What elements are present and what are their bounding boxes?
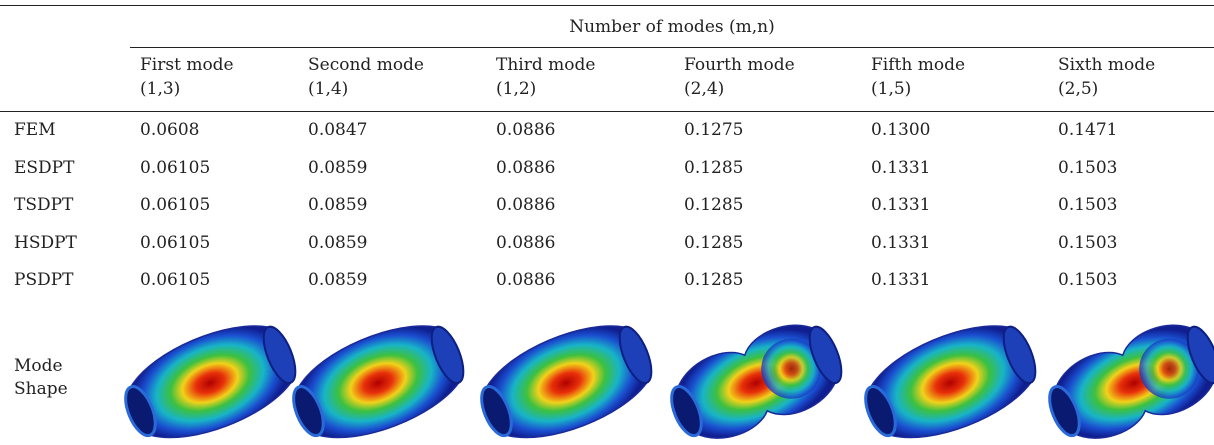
cell: 0.0859 <box>308 270 368 290</box>
row-label: Mode Shape <box>14 356 68 399</box>
cell: 0.06105 <box>140 195 211 215</box>
cell: 0.0886 <box>496 270 556 290</box>
table-title: Number of modes (m,n) <box>569 17 775 37</box>
shell-opening <box>480 385 513 438</box>
mode-shape <box>864 325 1037 439</box>
column-header: Fifth mode <box>871 55 966 75</box>
cell: 0.1503 <box>1058 157 1118 178</box>
cell: 0.0859 <box>308 195 368 215</box>
column-header: Sixth mode <box>1058 55 1156 75</box>
top-rule <box>0 5 1214 6</box>
shell-end <box>808 325 843 385</box>
cell: 0.1300 <box>871 120 931 140</box>
header-rule <box>130 47 1214 48</box>
column-mode: (2,4) <box>684 79 725 99</box>
mode-shape <box>124 325 297 439</box>
column-header: Fourth mode <box>684 55 795 75</box>
shell-opening <box>864 385 897 438</box>
cell: 0.1471 <box>1058 120 1118 140</box>
shell-end <box>262 325 297 385</box>
row-label: ESDPT <box>14 157 75 178</box>
column-rule <box>0 111 1214 112</box>
cell: 0.0608 <box>140 120 200 140</box>
cell: 0.1503 <box>1058 232 1118 253</box>
cell: 0.1285 <box>684 157 744 178</box>
cell: 0.0886 <box>496 232 556 253</box>
mode-shape <box>292 325 465 439</box>
shell-end <box>618 325 653 385</box>
cell: 0.06105 <box>140 270 211 290</box>
cell: 0.1331 <box>871 195 931 215</box>
column-mode: (1,4) <box>308 79 349 99</box>
cell: 0.1503 <box>1058 270 1118 290</box>
cell: 0.0847 <box>308 120 368 140</box>
cell: 0.1275 <box>684 120 744 140</box>
cell: 0.1331 <box>871 157 931 178</box>
column-header: Second mode <box>308 55 424 75</box>
shell-opening <box>670 385 703 438</box>
lobe <box>1139 338 1200 399</box>
lobe <box>761 338 822 399</box>
column-mode: (1,2) <box>496 79 537 99</box>
shell-end <box>1186 325 1214 385</box>
cell: 0.0886 <box>496 120 556 140</box>
cell: 0.1285 <box>684 195 744 215</box>
row-label: TSDPT <box>14 195 74 215</box>
row-label: PSDPT <box>14 270 74 290</box>
column-mode: (2,5) <box>1058 79 1099 99</box>
mode-shape <box>670 324 843 439</box>
column-mode: (1,3) <box>140 79 181 99</box>
row-label: HSDPT <box>14 232 77 253</box>
cell: 0.1285 <box>684 270 744 290</box>
column-header: Third mode <box>496 55 596 75</box>
column-header: First mode <box>140 55 234 75</box>
cell: 0.06105 <box>140 232 211 253</box>
cell: 0.0859 <box>308 232 368 253</box>
cell: 0.06105 <box>140 157 211 178</box>
cell: 0.0886 <box>496 157 556 178</box>
cell: 0.1331 <box>871 232 931 253</box>
shell-end <box>1002 325 1037 385</box>
mode-shape <box>1048 324 1214 439</box>
row-label: FEM <box>14 120 56 140</box>
shell-opening <box>1048 385 1081 438</box>
shell-opening <box>292 385 325 438</box>
cell: 0.0859 <box>308 157 368 178</box>
cell: 0.1331 <box>871 270 931 290</box>
shell-opening <box>124 385 157 438</box>
cell: 0.1285 <box>684 232 744 253</box>
shell-end <box>430 325 465 385</box>
column-mode: (1,5) <box>871 79 912 99</box>
cell: 0.0886 <box>496 195 556 215</box>
mode-shape <box>480 325 653 439</box>
cell: 0.1503 <box>1058 195 1118 215</box>
